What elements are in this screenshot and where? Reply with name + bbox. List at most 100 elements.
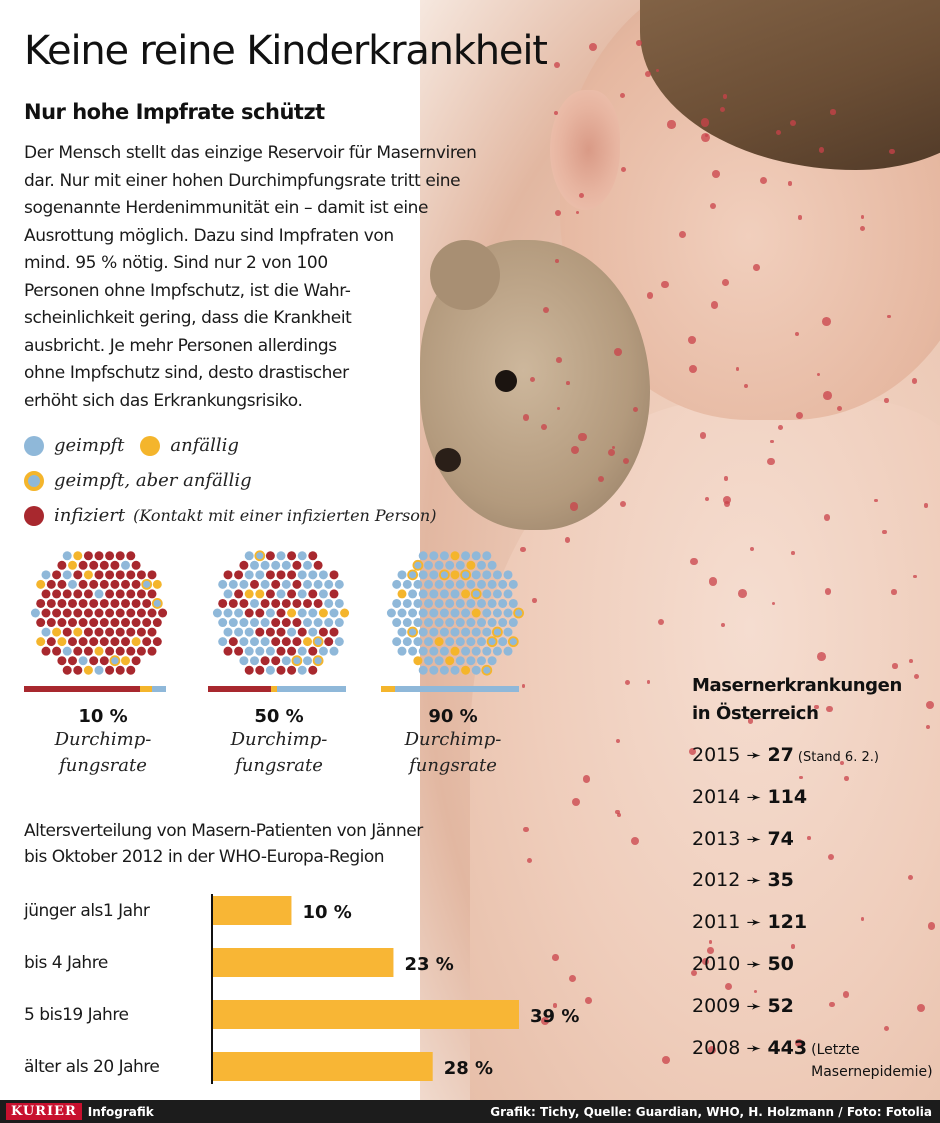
simulation-10 bbox=[24, 538, 174, 688]
population-dot bbox=[324, 637, 334, 647]
age-category-label: älter als 20 Jahre bbox=[24, 1057, 159, 1077]
rash-spot bbox=[724, 982, 732, 990]
rash-spot bbox=[608, 449, 616, 457]
legend-infected: infiziert bbox=[54, 505, 126, 526]
population-dot bbox=[287, 665, 297, 675]
population-dot bbox=[271, 656, 281, 666]
population-dot bbox=[450, 570, 460, 580]
population-dot bbox=[57, 618, 67, 628]
population-dot bbox=[482, 551, 492, 561]
population-dot bbox=[94, 570, 104, 580]
population-dot bbox=[439, 665, 449, 675]
rash-spot bbox=[529, 376, 536, 382]
population-dot bbox=[461, 589, 471, 599]
population-dot bbox=[434, 656, 444, 666]
population-dot bbox=[492, 589, 502, 599]
population-dot bbox=[110, 579, 120, 589]
population-dot bbox=[52, 646, 62, 656]
population-dot bbox=[418, 665, 428, 675]
population-dot bbox=[57, 560, 67, 570]
rate-label: Durchimp- fungsrate bbox=[230, 729, 328, 776]
population-dot bbox=[418, 627, 428, 637]
arrow-icon: ➛ bbox=[746, 995, 762, 1017]
population-dot bbox=[297, 570, 307, 580]
population-dot bbox=[78, 637, 88, 647]
population-dot bbox=[244, 570, 254, 580]
population-dot bbox=[477, 618, 486, 628]
population-dot bbox=[83, 627, 93, 637]
population-dot bbox=[234, 570, 244, 580]
population-dot bbox=[297, 608, 307, 618]
population-dot bbox=[244, 589, 254, 599]
case-count: 52 bbox=[767, 994, 794, 1017]
legend-infected-note: (Kontakt mit einer infizierten Person) bbox=[133, 506, 437, 525]
rash-spot bbox=[799, 775, 803, 779]
population-dot bbox=[471, 608, 481, 618]
population-dot bbox=[455, 579, 465, 589]
population-dot bbox=[281, 579, 291, 589]
rash-spot bbox=[531, 598, 537, 603]
population-dot bbox=[303, 560, 312, 570]
rash-spot bbox=[818, 147, 825, 154]
age-bar bbox=[213, 896, 292, 925]
age-bar bbox=[213, 1000, 519, 1029]
rash-spot bbox=[691, 969, 698, 977]
population-dot bbox=[147, 608, 157, 618]
population-dot bbox=[281, 560, 291, 570]
population-dot bbox=[424, 598, 433, 608]
population-dot bbox=[318, 589, 328, 599]
population-dot bbox=[218, 637, 228, 647]
population-dot bbox=[52, 608, 62, 618]
population-dot bbox=[291, 655, 303, 667]
rash-spot bbox=[708, 940, 713, 944]
rash-spot bbox=[597, 476, 604, 483]
population-dot bbox=[260, 579, 270, 589]
population-dot bbox=[303, 618, 312, 628]
rash-spot bbox=[797, 215, 802, 220]
rash-spot bbox=[620, 166, 626, 172]
population-dot bbox=[265, 665, 275, 675]
rate-label: Durchimp- fungsrate bbox=[404, 729, 502, 776]
population-dot bbox=[276, 608, 286, 618]
population-dot bbox=[115, 551, 125, 561]
rash-spot bbox=[874, 498, 878, 503]
population-dot bbox=[487, 598, 497, 608]
population-dot bbox=[503, 589, 513, 599]
population-dot bbox=[131, 560, 141, 570]
population-dot bbox=[334, 598, 344, 608]
population-dot bbox=[223, 608, 233, 618]
population-dot bbox=[94, 589, 104, 599]
population-dot bbox=[308, 646, 318, 656]
population-dot bbox=[429, 589, 439, 599]
population-dot bbox=[136, 570, 146, 580]
population-dot bbox=[41, 589, 51, 599]
population-dot bbox=[487, 560, 497, 570]
rash-spot bbox=[702, 957, 710, 966]
legend: geimpft anfällig geimpft, aber anfällig … bbox=[24, 428, 452, 533]
population-dot bbox=[450, 665, 460, 675]
population-dot bbox=[434, 598, 444, 608]
population-dot bbox=[334, 637, 344, 647]
child-photo bbox=[420, 0, 940, 1100]
population-dot bbox=[424, 618, 433, 628]
year-row: 2013 ➛ 74 bbox=[692, 828, 794, 850]
footer-credit: Grafik: Tichy, Quelle: Guardian, WHO, H.… bbox=[490, 1104, 932, 1119]
population-dot bbox=[62, 551, 72, 561]
population-dot bbox=[36, 618, 46, 628]
population-dot bbox=[292, 579, 302, 589]
population-dot bbox=[413, 637, 423, 647]
population-dot bbox=[265, 551, 275, 561]
population-dot bbox=[450, 627, 460, 637]
population-dot bbox=[271, 560, 281, 570]
rash-spot bbox=[924, 503, 929, 508]
rash-spot bbox=[721, 623, 725, 627]
population-dot bbox=[429, 627, 439, 637]
population-dot bbox=[89, 560, 99, 570]
arrow-icon: ➛ bbox=[746, 828, 762, 850]
population-dot bbox=[52, 589, 62, 599]
population-dot bbox=[429, 646, 439, 656]
population-dot bbox=[83, 665, 93, 675]
infografik-label: Infografik bbox=[87, 1104, 154, 1119]
population-dot bbox=[73, 627, 83, 637]
intro-line: mind. 95 % nötig. Sind nur 2 von 100 bbox=[24, 253, 328, 273]
